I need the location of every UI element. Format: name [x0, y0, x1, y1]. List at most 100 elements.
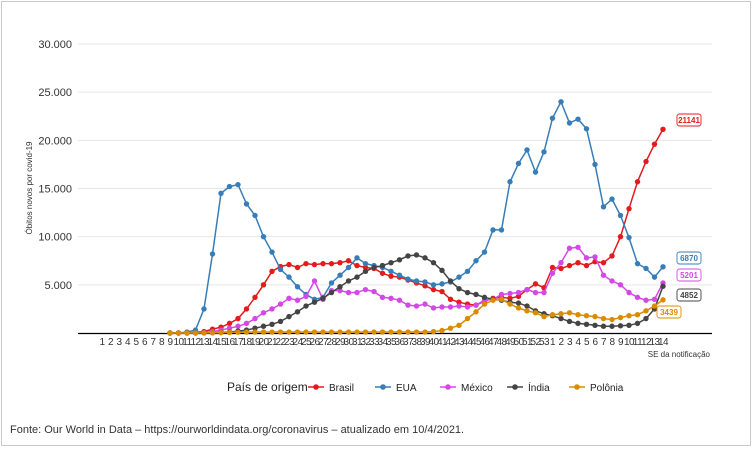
- x-tick-label: 29: [335, 337, 346, 348]
- data-point: [354, 255, 360, 261]
- x-tick-label: 5: [133, 337, 139, 348]
- data-point: [388, 268, 394, 275]
- data-point: [243, 329, 250, 335]
- series-México: [167, 244, 666, 336]
- data-point: [532, 281, 539, 287]
- data-point: [643, 158, 649, 165]
- data-point: [345, 264, 352, 271]
- data-point: [660, 283, 666, 289]
- series-line: [170, 100, 664, 334]
- legend-label: EUA: [396, 383, 417, 394]
- data-point: [413, 278, 420, 284]
- data-point: [422, 301, 428, 307]
- y-tick-label: 25.000: [38, 87, 72, 99]
- data-point: [252, 315, 258, 322]
- y-tick-label: 10.000: [38, 232, 72, 244]
- data-point: [243, 306, 250, 312]
- y-tick-label: 20.000: [38, 135, 72, 147]
- data-point: [260, 233, 267, 240]
- legend-label: Brasil: [329, 383, 354, 394]
- data-point: [235, 323, 241, 329]
- data-point: [252, 325, 258, 331]
- x-tick-label: 8: [609, 337, 615, 348]
- data-point: [456, 303, 462, 309]
- data-point: [524, 308, 530, 314]
- data-point: [294, 264, 301, 271]
- data-point: [481, 249, 488, 255]
- y-tick-label: 30.000: [38, 39, 72, 51]
- x-tick-label: 37: [403, 337, 414, 348]
- data-point: [549, 115, 556, 121]
- data-point: [422, 255, 428, 261]
- data-point: [549, 270, 556, 276]
- data-point: [634, 320, 641, 327]
- data-point: [617, 323, 624, 329]
- data-point: [328, 289, 335, 296]
- data-point: [277, 266, 284, 273]
- data-point: [456, 322, 462, 328]
- data-point: [405, 253, 411, 259]
- data-point: [243, 320, 250, 327]
- end-label: 5201: [680, 271, 698, 280]
- data-point: [328, 329, 335, 335]
- data-point: [379, 329, 386, 335]
- x-tick-label: 7: [150, 337, 156, 348]
- data-point: [609, 196, 615, 202]
- x-tick-label: 39: [420, 337, 431, 348]
- data-point: [583, 126, 590, 132]
- data-point: [201, 306, 207, 312]
- source-footnote: Fonte: Our World in Data – https://ourwo…: [10, 424, 465, 436]
- data-point: [226, 183, 233, 190]
- x-tick-label: 13: [199, 337, 210, 348]
- data-point: [345, 329, 352, 335]
- data-point: [337, 329, 343, 335]
- data-point: [498, 291, 505, 298]
- data-point: [337, 287, 343, 294]
- data-point: [481, 301, 488, 307]
- data-point: [226, 320, 233, 327]
- data-point: [396, 297, 403, 303]
- data-point: [600, 204, 607, 210]
- data-point: [473, 302, 479, 308]
- data-point: [575, 244, 581, 250]
- y-tick-label: 15.000: [38, 184, 72, 196]
- x-tick-label: 9: [167, 337, 173, 348]
- data-point: [575, 320, 581, 327]
- data-point: [294, 297, 301, 303]
- data-point: [201, 330, 207, 336]
- data-point: [286, 274, 292, 280]
- data-point: [362, 264, 369, 271]
- data-point: [405, 302, 411, 308]
- x-tick-label: 33: [369, 337, 380, 348]
- data-point: [609, 323, 615, 329]
- data-point: [235, 181, 241, 188]
- data-point: [617, 282, 624, 288]
- legend-key-point: [380, 384, 386, 390]
- data-point: [413, 303, 420, 309]
- x-tick-label: 21: [267, 337, 278, 348]
- data-point: [303, 303, 309, 309]
- data-point: [566, 262, 573, 269]
- data-point: [515, 300, 522, 306]
- data-point: [362, 268, 369, 275]
- data-point: [660, 126, 666, 133]
- end-label: 3439: [660, 308, 678, 317]
- x-tick-label: 2: [558, 337, 564, 348]
- data-point: [439, 281, 445, 287]
- end-label: 4852: [680, 291, 698, 300]
- data-point: [447, 325, 454, 331]
- data-point: [430, 286, 437, 293]
- y-axis-title: Óbitos novos por covid-19: [25, 141, 34, 234]
- x-tick-label: 51: [522, 337, 533, 348]
- series-Índia: [167, 252, 666, 336]
- data-point: [345, 289, 352, 296]
- x-tick-label: 48: [496, 337, 507, 348]
- x-tick-label: 46: [479, 337, 490, 348]
- data-point: [660, 264, 666, 270]
- x-tick-label: 5: [584, 337, 590, 348]
- x-tick-label: 41: [437, 337, 448, 348]
- data-point: [524, 286, 530, 293]
- x-tick-label: 4: [125, 337, 131, 348]
- data-point: [362, 260, 369, 267]
